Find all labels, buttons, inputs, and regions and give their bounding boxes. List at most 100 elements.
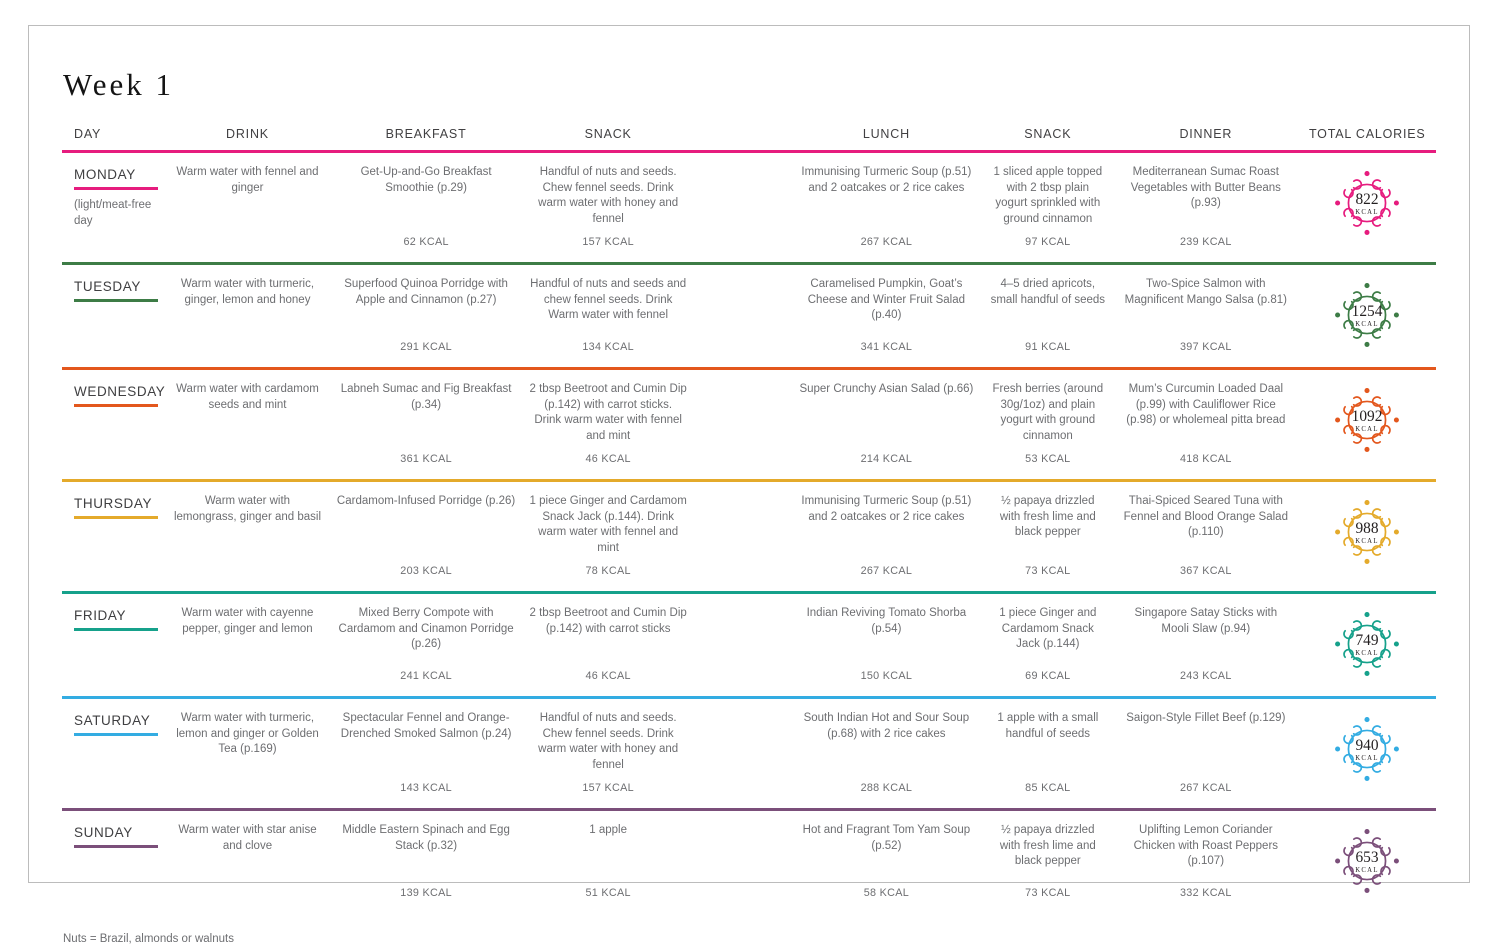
day-cell: MONDAY (light/meat-free day <box>62 165 165 248</box>
col-spacer <box>694 127 790 141</box>
total-calories-cell: 1092 KCAL <box>1299 382 1436 465</box>
total-calories-badge: 1254 KCAL <box>1335 283 1400 348</box>
kcal-value: 341 KCAL <box>860 341 913 354</box>
kcal-value: 143 KCAL <box>400 782 452 795</box>
kcal-value: 397 KCAL <box>1180 341 1232 354</box>
lunch-cell: South Indian Hot and Sour Soup (p.68) wi… <box>803 712 970 795</box>
day-label: MONDAY <box>74 167 136 182</box>
page-title: Week 1 <box>63 67 175 102</box>
day-label: TUESDAY <box>74 279 141 295</box>
col-header-dinner: DINNER <box>1179 127 1233 141</box>
snack-cell-2: ½ papaya drizzled with fresh lime and bl… <box>999 495 1096 578</box>
breakfast-cell: Spectacular Fennel and Orange-Drenched S… <box>340 712 512 795</box>
total-calories-cell: 653 KCAL <box>1299 823 1436 899</box>
table-row-wednesday: WEDNESDAY Warm water with cardamom seeds… <box>62 367 1436 479</box>
day-cell: SUNDAY <box>62 823 165 899</box>
breakfast-cell: Cardamom-Infused Porridge (p.26) 203 KCA… <box>336 495 516 578</box>
day-label: SUNDAY <box>74 825 133 841</box>
kcal-value: 332 KCAL <box>1180 887 1232 900</box>
drink-cell: Warm water with turmeric, ginger, lemon … <box>180 278 315 306</box>
col-header-total-calories: TOTAL CALORIES <box>1308 127 1426 141</box>
lunch-cell: Indian Reviving Tomato Shorba (p.54) 150… <box>806 607 967 683</box>
kcal-value: 97 KCAL <box>1025 236 1071 249</box>
dinner-cell: Saigon-Style Fillet Beef (p.129) 267 KCA… <box>1126 712 1286 795</box>
breakfast-cell: Mixed Berry Compote with Cardamom and Ci… <box>338 607 514 683</box>
day-underline <box>74 628 158 632</box>
day-underline <box>74 187 158 190</box>
kcal-value: 157 KCAL <box>582 782 634 795</box>
day-cell: FRIDAY <box>62 606 165 682</box>
footnote: Nuts = Brazil, almonds or walnuts <box>63 933 234 945</box>
total-calories-badge: 988 KCAL <box>1335 500 1400 565</box>
kcal-value: 46 KCAL <box>585 453 631 466</box>
kcal-value: 367 KCAL <box>1180 565 1232 578</box>
snack-cell: Handful of nuts and seeds. Chew fennel s… <box>538 712 679 795</box>
total-calories-badge: 749 KCAL <box>1335 612 1400 677</box>
col-header-snack-2: SNACK <box>1024 127 1072 141</box>
col-header-snack-1: SNACK <box>584 127 632 141</box>
kcal-value: 203 KCAL <box>400 565 452 578</box>
day-cell: WEDNESDAY <box>62 382 165 465</box>
day-underline <box>74 299 158 303</box>
drink-cell: Warm water with turmeric, lemon and ging… <box>176 712 319 756</box>
snack-cell: Handful of nuts and seeds. Chew fennel s… <box>538 166 679 249</box>
spacer-cell <box>694 711 790 794</box>
day-underline <box>74 733 158 737</box>
kcal-value: 291 KCAL <box>400 341 452 354</box>
drink-cell: Warm water with cayenne pepper, ginger a… <box>181 607 314 635</box>
spacer-cell <box>694 823 790 899</box>
drink-cell: Warm water with star anise and clove <box>178 824 317 852</box>
breakfast-cell: Labneh Sumac and Fig Breakfast (p.34) 36… <box>340 383 512 466</box>
kcal-value: 46 KCAL <box>585 670 631 683</box>
table-row-monday: MONDAY (light/meat-free day Warm water w… <box>62 150 1436 262</box>
spacer-cell <box>694 494 790 577</box>
table-row-tuesday: TUESDAY Warm water with turmeric, ginger… <box>62 262 1436 367</box>
col-header-drink: DRINK <box>226 127 269 141</box>
total-calories-value: 1092 <box>1352 408 1383 425</box>
total-calories-badge: 822 KCAL <box>1335 171 1400 235</box>
lunch-cell: Caramelised Pumpkin, Goat’s Cheese and W… <box>807 278 965 354</box>
kcal-value: 73 KCAL <box>1025 565 1071 578</box>
snack-cell-2: 4–5 dried apricots, small handful of see… <box>990 278 1106 354</box>
total-calories-value: 822 <box>1356 191 1379 208</box>
snack-cell-2: Fresh berries (around 30g/1oz) and plain… <box>992 383 1104 466</box>
day-cell: SATURDAY <box>62 711 165 794</box>
total-calories-cell: 940 KCAL <box>1299 711 1436 794</box>
kcal-value: 241 KCAL <box>400 670 452 683</box>
kcal-value: 288 KCAL <box>860 782 913 795</box>
kcal-value: 78 KCAL <box>585 565 631 578</box>
lunch-cell: Immunising Turmeric Soup (p.51) and 2 oa… <box>801 166 972 249</box>
col-header-lunch: LUNCH <box>862 127 910 141</box>
kcal-value: 214 KCAL <box>860 453 913 466</box>
lunch-cell: Immunising Turmeric Soup (p.51) and 2 oa… <box>801 495 972 578</box>
day-label: WEDNESDAY <box>74 384 166 400</box>
total-calories-unit: KCAL <box>1356 755 1379 762</box>
total-calories-unit: KCAL <box>1356 867 1379 874</box>
kcal-value: 51 KCAL <box>585 887 631 900</box>
total-calories-unit: KCAL <box>1356 538 1379 545</box>
meal-plan-page: Week 1 DAY DRINK BREAKFAST SNACK LUNCH S… <box>28 25 1470 945</box>
day-label: FRIDAY <box>74 608 127 624</box>
day-label: SATURDAY <box>74 713 151 729</box>
day-underline <box>74 845 158 849</box>
total-calories-cell: 822 KCAL <box>1299 165 1436 248</box>
col-header-day: DAY <box>74 127 102 141</box>
breakfast-cell: Middle Eastern Spinach and Egg Stack (p.… <box>342 824 510 900</box>
total-calories-unit: KCAL <box>1356 426 1379 433</box>
snack-cell: 1 piece Ginger and Cardamom Snack Jack (… <box>529 495 687 578</box>
dinner-cell: Two-Spice Salmon with Magnificent Mango … <box>1124 278 1287 354</box>
table-body: MONDAY (light/meat-free day Warm water w… <box>29 150 1469 913</box>
snack-cell: Handful of nuts and seeds and chew fenne… <box>530 278 687 354</box>
dinner-cell: Mediterranean Sumac Roast Vegetables wit… <box>1130 166 1281 249</box>
breakfast-cell: Superfood Quinoa Porridge with Apple and… <box>344 278 508 354</box>
table-row-friday: FRIDAY Warm water with cayenne pepper, g… <box>62 591 1436 696</box>
table-header: DAY DRINK BREAKFAST SNACK LUNCH SNACK DI… <box>62 127 1436 150</box>
lunch-cell: Super Crunchy Asian Salad (p.66) 214 KCA… <box>799 383 974 466</box>
kcal-value: 239 KCAL <box>1180 236 1232 249</box>
kcal-value: 91 KCAL <box>1025 341 1071 354</box>
kcal-value: 73 KCAL <box>1025 887 1071 900</box>
total-calories-unit: KCAL <box>1356 650 1379 657</box>
kcal-value: 157 KCAL <box>582 236 634 249</box>
spacer-cell <box>694 165 790 248</box>
kcal-value: 418 KCAL <box>1180 453 1232 466</box>
